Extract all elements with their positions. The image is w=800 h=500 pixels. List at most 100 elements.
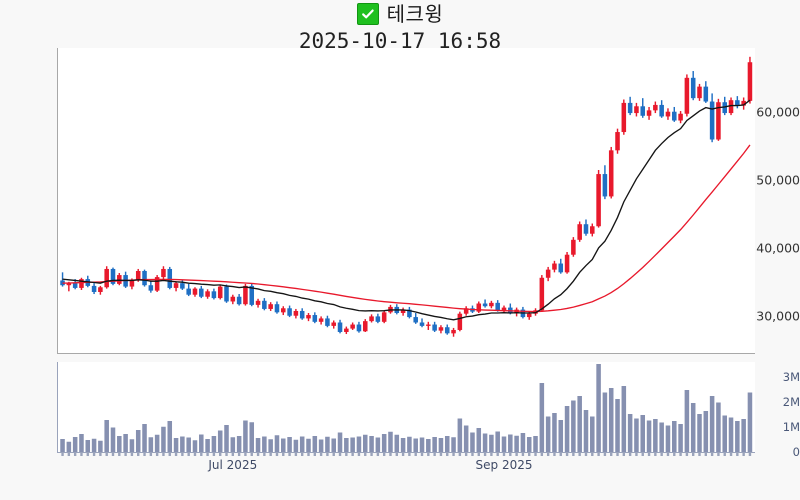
volume-bar [224,425,229,452]
candle-body [735,100,740,106]
candle-body [457,313,463,330]
volume-bar [545,416,551,452]
volume-bar [268,439,273,452]
candle-body [217,286,223,299]
candle-body [293,310,299,316]
volume-bar [514,435,519,452]
candle-body [596,174,601,227]
volume-bar [444,436,450,452]
candle-body [577,224,582,240]
volume-bar [186,437,191,452]
candle-body [709,101,715,140]
volume-bar [684,390,690,452]
candle-body [180,283,185,289]
volume-bar [728,417,734,452]
candle-body [356,324,362,332]
volume-bar [255,438,261,452]
candle-body [539,277,545,311]
candle-body [142,270,147,286]
volume-bar [703,411,709,452]
volume-bar [552,413,557,452]
x-axis-minor-ticks [61,453,752,456]
volume-bar [665,425,671,452]
candle-body [299,310,305,319]
volume-bar [236,436,242,452]
candle-body [129,280,135,287]
candle-body [482,303,488,307]
volume-bar [306,438,311,452]
candle-body [230,296,236,302]
volume-bar [331,438,336,452]
volume-bar [281,438,286,452]
page-title: 테크윙 [386,2,444,26]
candle-body [432,324,437,331]
candle-body [747,62,753,101]
candle-body [665,111,671,117]
volume-bar [199,434,204,452]
volume-bar [590,416,595,452]
volume-bar [66,441,72,452]
volume-bar [388,431,393,452]
ma-long-line [62,144,751,313]
candle-body [716,102,721,140]
candle-body [148,285,154,291]
volume-bar [608,388,614,452]
candle-body [590,226,595,234]
candle-body [697,86,702,99]
volume-bar [135,430,141,452]
candle-body [684,77,690,114]
volume-bar [672,421,677,452]
candle-body [703,86,709,102]
volume-bar [350,437,355,452]
volume-bar [533,436,538,452]
candle-body [350,324,355,329]
volume-bar [640,415,646,452]
volume-bar [211,436,217,452]
candle-body [615,132,620,151]
candle-body [135,270,141,281]
candle-body [243,285,248,305]
title-row: 테크윙 [0,0,800,28]
volume-bar [142,424,147,452]
volume-bar [419,437,425,452]
volume-bar [98,440,103,452]
candle-body [224,286,229,302]
candle-body [438,327,444,331]
candle-body [369,316,374,322]
candle-body [287,308,292,316]
volume-bar [432,437,437,452]
candle-body [344,328,349,332]
volume-bar [287,437,292,452]
candle-body [476,303,482,312]
volume-bar [362,434,368,452]
candle-body [199,288,204,297]
candle-body [564,254,570,273]
candle-body [255,300,261,305]
candle-body [690,77,696,99]
volume-bar [735,421,740,452]
candle-body [91,285,97,292]
volume-bar [627,414,633,452]
candle-body [400,309,406,314]
volume-bar [217,430,223,452]
candle-body [306,315,311,319]
volume-bar [470,432,475,452]
volume-bar [369,436,374,452]
candle-body [337,322,343,332]
candle-body [262,300,267,309]
volume-bar [716,402,721,452]
candle-body [362,321,368,332]
candle-body [741,100,746,106]
volume-bar [596,364,601,452]
candle-body [672,111,677,121]
candle-body [444,327,450,334]
volume-bar [476,428,482,452]
volume-bar [104,420,109,452]
candle-body [72,283,78,288]
volume-bar [161,426,166,452]
volume-bar [615,399,620,452]
volume-bar [318,439,324,452]
volume-bar [602,392,608,452]
candle-body [325,318,330,326]
volume-bar [154,434,160,452]
